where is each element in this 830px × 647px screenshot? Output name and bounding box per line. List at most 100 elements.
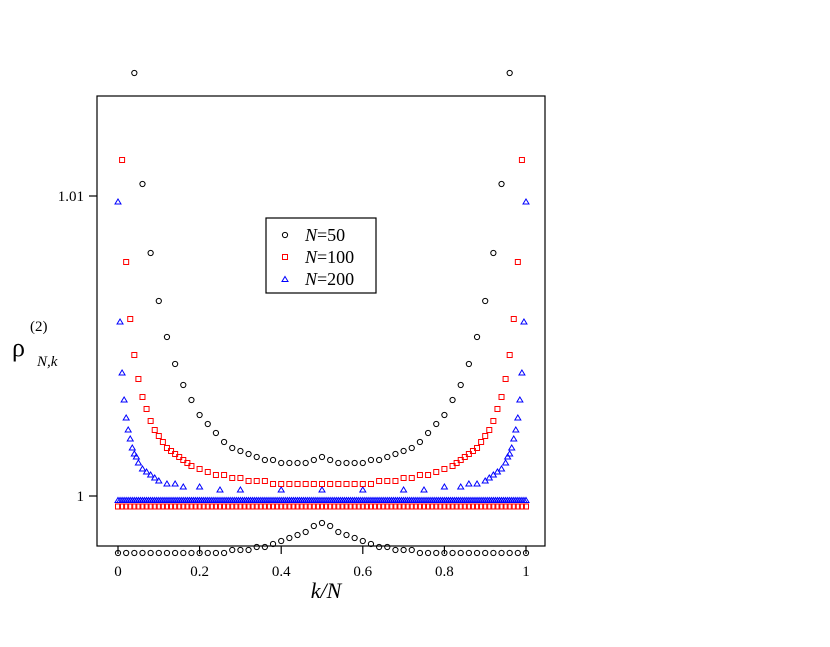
legend-label-n100: N=100 <box>304 247 354 267</box>
point-n100 <box>245 478 252 484</box>
point-n100-lower <box>482 503 489 510</box>
point-n100-lower <box>478 503 485 510</box>
svg-text:(2): (2) <box>30 319 48 335</box>
point-n100-lower <box>380 503 387 510</box>
point-n100-lower <box>376 503 383 510</box>
point-n200 <box>132 453 141 460</box>
point-n200 <box>154 477 163 484</box>
point-n200 <box>142 468 151 475</box>
point-n100 <box>135 376 142 382</box>
point-n100-lower <box>151 503 158 510</box>
point-n100-lower <box>229 503 236 510</box>
point-n50 <box>302 459 309 467</box>
point-n200 <box>116 318 124 325</box>
point-n50 <box>506 69 513 77</box>
point-n50 <box>278 459 285 467</box>
point-n100-lower <box>429 503 436 510</box>
point-n100-lower <box>159 503 166 510</box>
point-n100 <box>237 475 244 481</box>
point-n50-lower <box>237 546 244 554</box>
point-n200 <box>399 486 408 493</box>
point-n200 <box>507 444 516 451</box>
point-n100-lower <box>433 503 440 510</box>
x-tick-label: 0.6 <box>353 564 372 580</box>
point-n100-lower <box>270 503 277 510</box>
point-n100 <box>510 316 517 322</box>
point-n100-lower <box>355 503 362 510</box>
point-n50-lower <box>269 540 277 548</box>
point-n100 <box>359 481 366 487</box>
point-n100-lower <box>139 503 146 510</box>
point-n100-lower <box>421 503 427 510</box>
point-n200 <box>216 486 224 493</box>
point-n100 <box>441 466 448 472</box>
point-n200 <box>277 486 286 493</box>
point-n100-lower <box>457 503 464 510</box>
point-n200 <box>130 450 139 457</box>
point-n100 <box>221 472 228 478</box>
point-n100-lower <box>119 503 126 510</box>
point-n100 <box>474 445 481 451</box>
point-n50-lower <box>147 549 154 557</box>
point-n100-lower <box>163 503 170 510</box>
point-n100 <box>408 475 415 481</box>
point-n100-lower <box>498 503 505 510</box>
point-n200 <box>505 450 514 457</box>
point-n50 <box>237 447 244 455</box>
point-n50 <box>498 180 505 188</box>
point-n50-lower <box>163 549 171 557</box>
point-n100-lower <box>290 503 297 510</box>
point-n100 <box>343 481 350 487</box>
data-marks <box>114 69 530 557</box>
point-n100-lower <box>286 503 293 510</box>
y-axis-label: ρ (2) N,k <box>12 319 58 370</box>
point-n100-lower <box>453 503 460 510</box>
legend-box <box>265 217 377 294</box>
point-n100 <box>433 469 440 475</box>
point-n100 <box>335 481 342 487</box>
point-n50-lower <box>180 549 187 557</box>
point-n100 <box>416 472 423 478</box>
point-n100 <box>327 481 334 487</box>
point-n50 <box>473 333 481 341</box>
y-tick-label: 1 <box>77 489 85 505</box>
point-n100 <box>155 433 162 439</box>
x-tick-label: 1 <box>522 564 530 580</box>
point-n100-lower <box>347 503 354 510</box>
point-n100-lower <box>343 503 350 510</box>
point-n50-lower <box>392 546 399 554</box>
point-n100-lower <box>196 503 203 510</box>
point-n50-lower <box>359 537 366 545</box>
point-n100 <box>229 475 236 481</box>
point-n100-lower <box>143 503 150 510</box>
point-n50 <box>139 180 146 188</box>
point-n200 <box>522 198 530 205</box>
point-n50 <box>367 456 375 464</box>
point-n50 <box>294 459 301 467</box>
point-n50 <box>490 249 497 257</box>
point-n100 <box>196 466 203 472</box>
point-n200-lower <box>522 496 530 503</box>
point-n100 <box>482 433 489 439</box>
point-n100-lower <box>506 503 513 510</box>
point-n50 <box>482 297 489 305</box>
point-n100-lower <box>404 503 411 510</box>
point-n100-lower <box>123 503 130 510</box>
point-n100 <box>212 472 219 478</box>
point-n200 <box>150 474 159 481</box>
point-n100-lower <box>465 503 472 510</box>
point-n100-lower <box>241 503 248 510</box>
legend-marker-n50 <box>281 231 289 239</box>
point-n100-lower <box>331 503 338 510</box>
point-n100-lower <box>192 503 199 510</box>
point-n100 <box>188 463 195 469</box>
point-n200 <box>511 426 520 433</box>
x-axis: 0 0.2 0.4 0.6 0.8 1 <box>114 546 530 580</box>
point-n50-lower <box>465 549 472 557</box>
point-n100-lower <box>392 503 399 510</box>
point-n50 <box>343 459 350 467</box>
point-n100 <box>261 478 268 484</box>
point-n200 <box>420 486 428 493</box>
point-n200 <box>473 480 481 487</box>
y-axis: 11.011.021.031.04 <box>58 189 97 505</box>
